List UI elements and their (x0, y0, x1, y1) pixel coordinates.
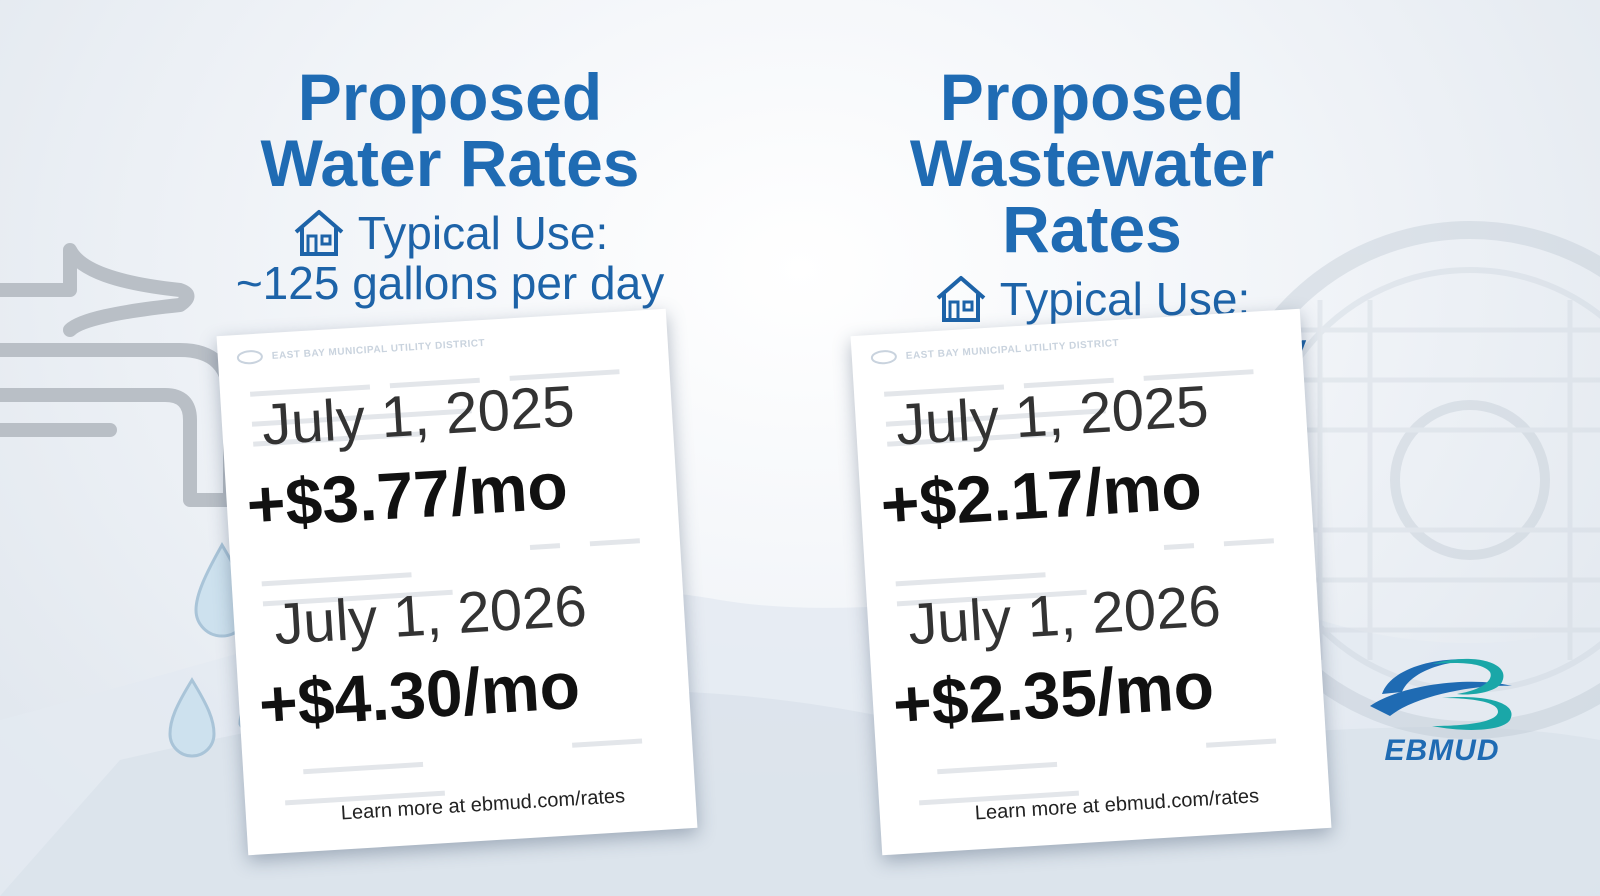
wastewater-title: Proposed Wastewater Rates (812, 64, 1372, 262)
document-header: EAST BAY MUNICIPAL UTILITY DISTRICT (851, 309, 1302, 374)
water-title-line2: Water Rates (260, 126, 640, 200)
house-icon (294, 210, 344, 256)
water-use-label: Typical Use: (357, 207, 609, 259)
wastewater-title-line1: Proposed (939, 60, 1245, 134)
house-icon (936, 276, 986, 322)
ebmud-logo-text: EBMUD (1384, 734, 1500, 767)
water-rate-document: EAST BAY MUNICIPAL UTILITY DISTRICT July… (216, 308, 698, 856)
water-title-line1: Proposed (297, 60, 603, 134)
wastewater-title-line2: Wastewater Rates (909, 126, 1275, 266)
ebmud-mini-logo-icon (236, 350, 263, 365)
water-typical-use: Typical Use: ~125 gallons per day (170, 208, 730, 308)
ebmud-mini-logo-icon (870, 350, 897, 365)
water-rates-panel: Proposed Water Rates Typical Use: ~125 g… (170, 0, 730, 308)
ebmud-logo-mark-icon (1370, 658, 1512, 730)
document-text-lines (250, 369, 643, 806)
water-title: Proposed Water Rates (170, 64, 730, 196)
ebmud-logo: EBMUD (1362, 644, 1522, 768)
document-text-lines (884, 369, 1277, 806)
water-use-value: ~125 gallons per day (235, 257, 665, 309)
wastewater-rate-document: EAST BAY MUNICIPAL UTILITY DISTRICT July… (850, 308, 1332, 856)
document-header: EAST BAY MUNICIPAL UTILITY DISTRICT (217, 309, 668, 374)
